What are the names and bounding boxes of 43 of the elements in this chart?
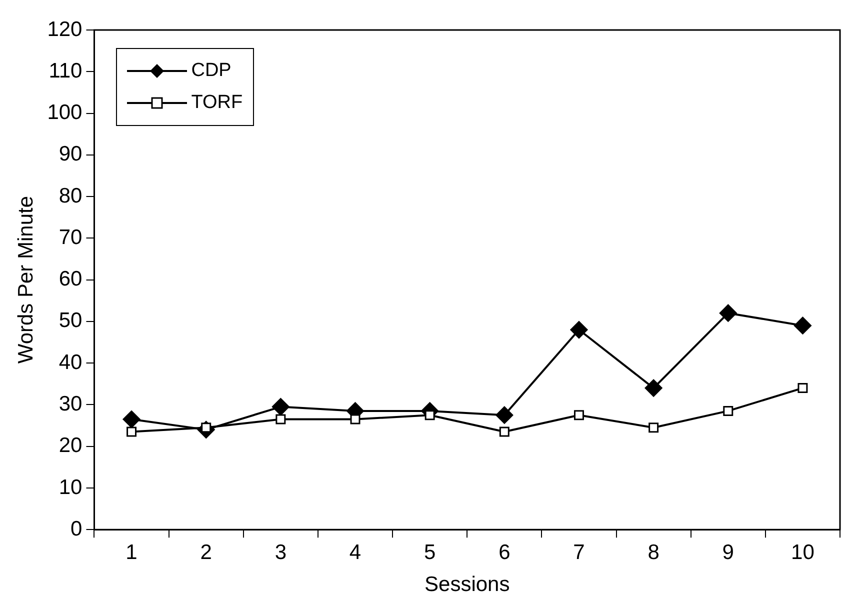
y-tick-label: 0 xyxy=(70,517,82,540)
point xyxy=(499,426,510,437)
y-tick-label: 30 xyxy=(58,392,82,416)
x-tick-label: 9 xyxy=(722,540,734,564)
y-tick-label: 80 xyxy=(58,184,82,208)
x-tick-label: 5 xyxy=(424,540,436,564)
y-tick-label: 60 xyxy=(58,268,82,291)
legend-label: CDP xyxy=(191,60,232,82)
point xyxy=(574,410,584,420)
x-tick-label: 4 xyxy=(349,540,362,564)
x-tick-label: 1 xyxy=(126,540,138,564)
y-tick-label: 70 xyxy=(58,226,82,249)
point xyxy=(424,410,435,420)
point xyxy=(276,414,286,424)
point xyxy=(719,304,737,322)
point xyxy=(723,406,734,416)
y-tick-label: 120 xyxy=(47,18,82,41)
point xyxy=(496,406,514,424)
x-tick-label: 8 xyxy=(648,540,660,564)
point xyxy=(350,414,360,424)
y-tick-label: 50 xyxy=(58,309,82,332)
point xyxy=(126,426,137,437)
point xyxy=(570,321,588,339)
point xyxy=(798,383,808,394)
x-tick-label: 2 xyxy=(200,540,212,564)
y-axis-title: Words Per Minute xyxy=(14,196,38,364)
legend-label: TORF xyxy=(191,92,243,114)
point xyxy=(122,410,140,428)
y-tick-label: 20 xyxy=(58,434,82,458)
point xyxy=(794,316,812,334)
y-tick-label: 100 xyxy=(47,101,82,124)
y-tick-label: 10 xyxy=(58,476,82,499)
x-axis-title: Sessions xyxy=(424,573,510,596)
point xyxy=(648,422,659,433)
x-tick-label: 3 xyxy=(274,540,287,564)
x-tick-label: 10 xyxy=(791,540,814,564)
y-tick-label: 40 xyxy=(58,350,82,374)
x-tick-label: 7 xyxy=(573,540,585,564)
x-tick-label: 6 xyxy=(498,540,510,564)
y-tick-label: 110 xyxy=(48,59,82,82)
point xyxy=(644,379,662,397)
y-tick-label: 90 xyxy=(58,142,82,166)
point xyxy=(272,398,290,416)
